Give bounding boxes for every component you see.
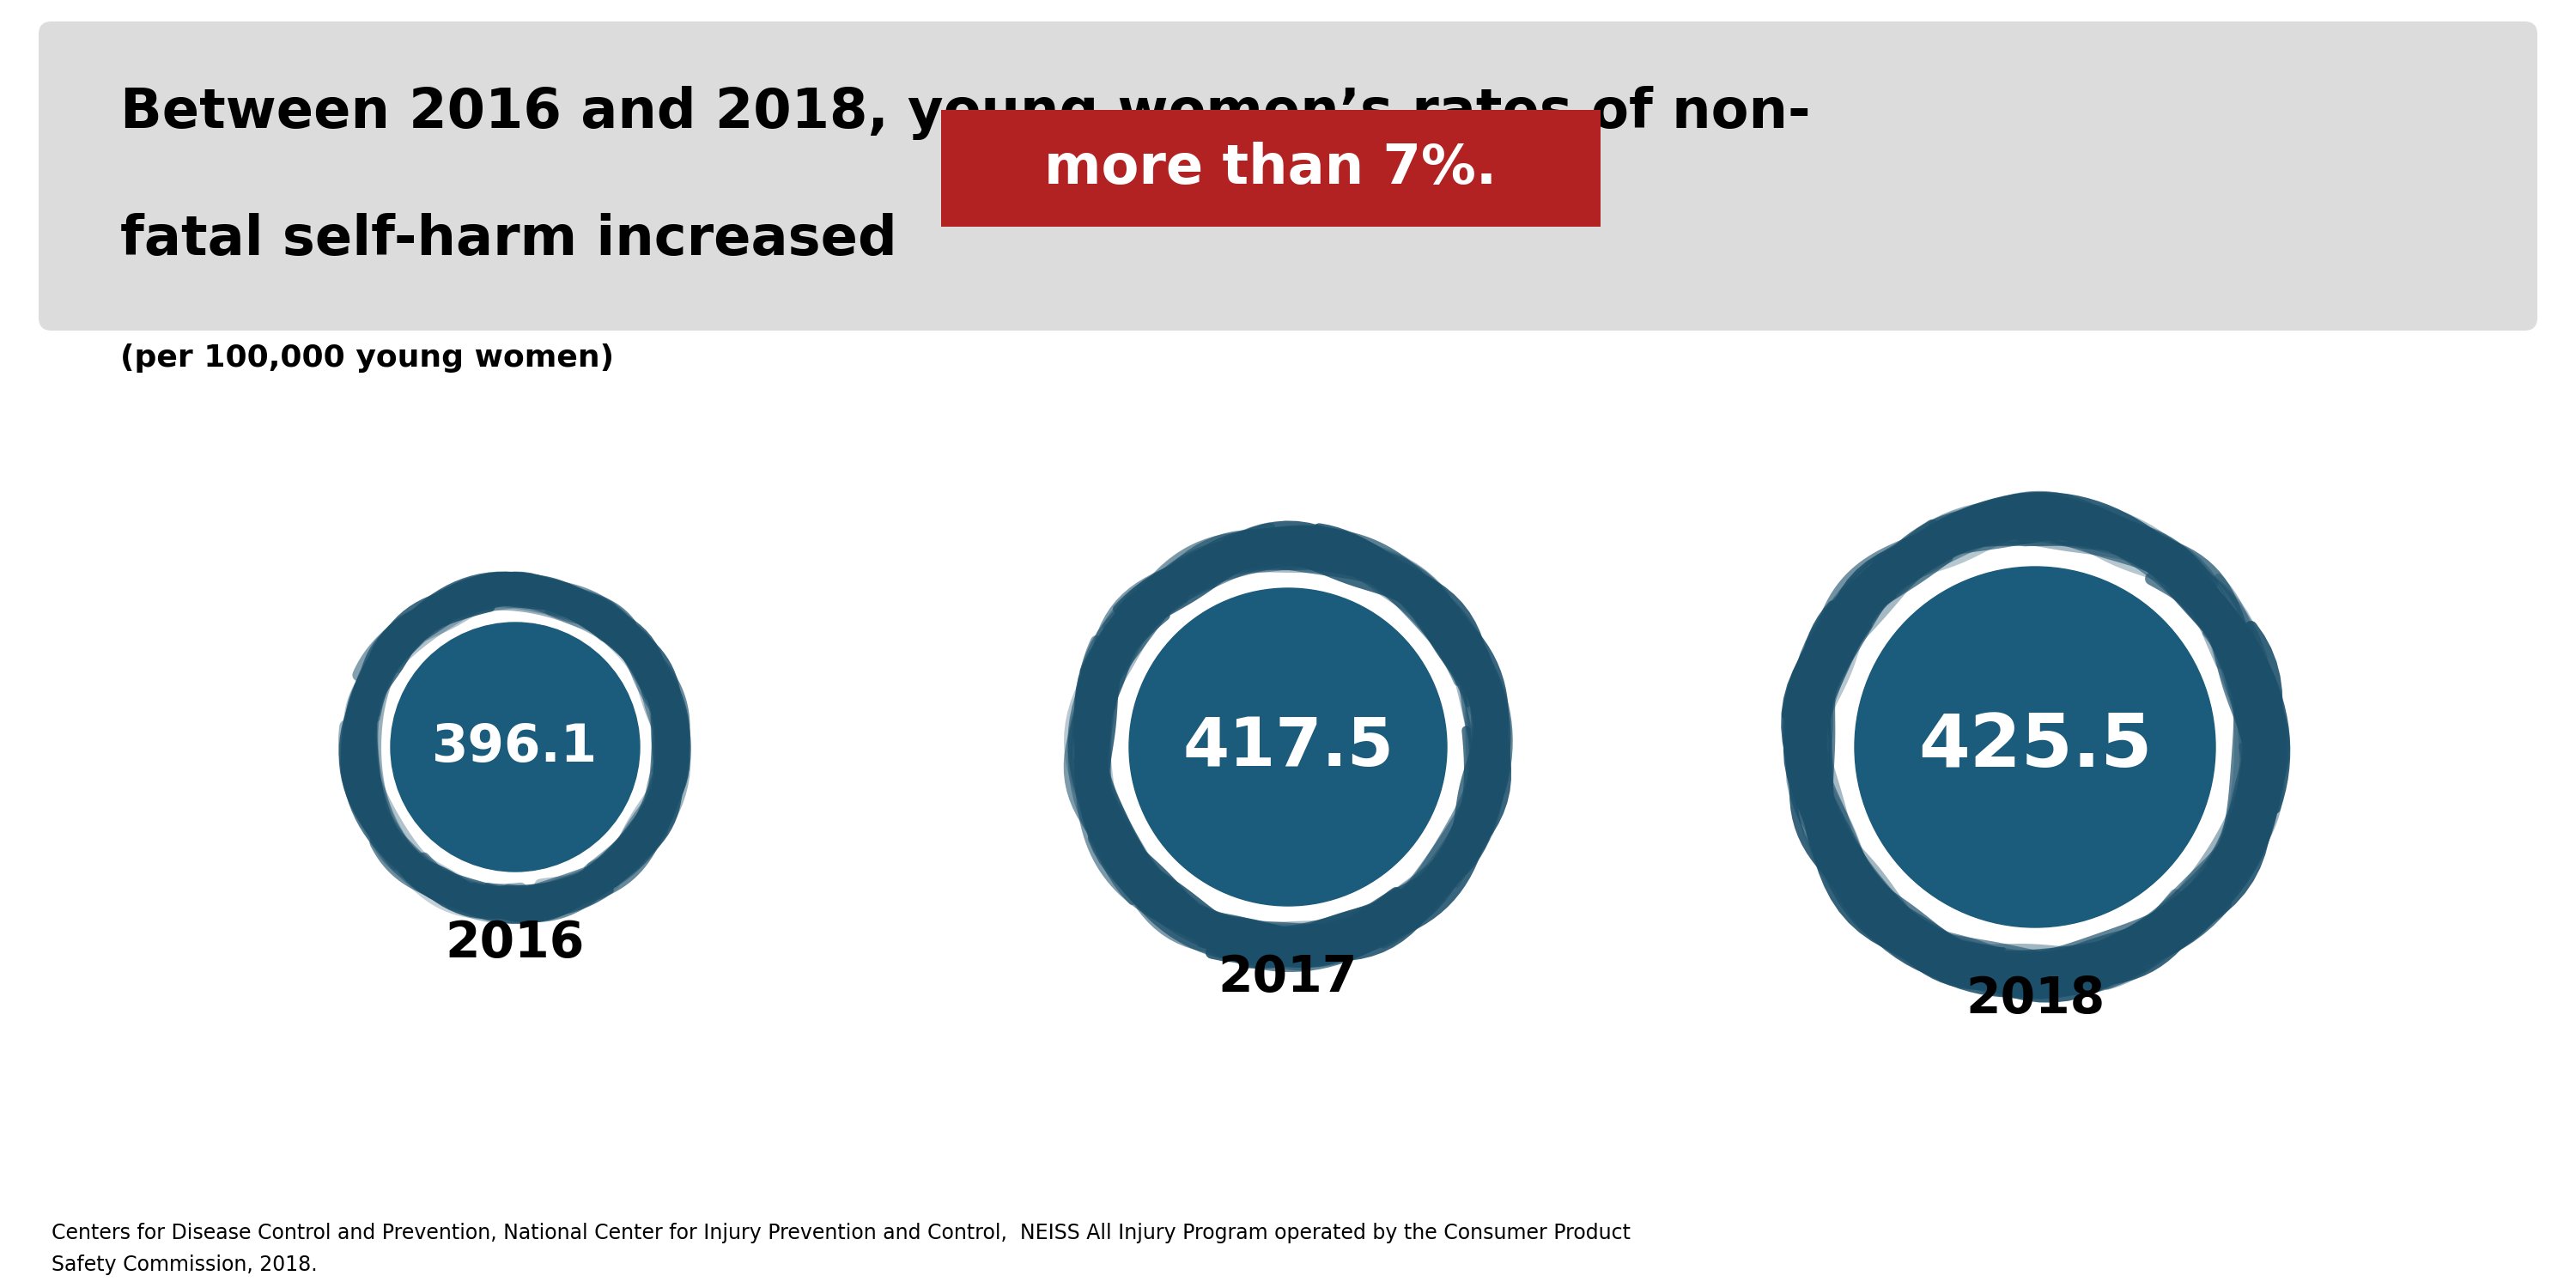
Text: 425.5: 425.5 xyxy=(1919,711,2151,783)
Text: more than 7%.: more than 7%. xyxy=(1043,142,1497,194)
Text: 2016: 2016 xyxy=(446,918,585,967)
Circle shape xyxy=(1855,567,2215,927)
Circle shape xyxy=(392,622,639,872)
Text: Between 2016 and 2018, young women’s rates of non-: Between 2016 and 2018, young women’s rat… xyxy=(121,86,1811,140)
FancyBboxPatch shape xyxy=(39,22,2537,331)
FancyBboxPatch shape xyxy=(940,109,1600,227)
Text: (per 100,000 young women): (per 100,000 young women) xyxy=(121,344,613,372)
Circle shape xyxy=(1128,589,1448,905)
Text: fatal self-harm increased: fatal self-harm increased xyxy=(121,213,917,267)
Text: Centers for Disease Control and Prevention, National Center for Injury Preventio: Centers for Disease Control and Preventi… xyxy=(52,1222,1631,1275)
Text: 2018: 2018 xyxy=(1965,975,2105,1024)
Text: 2017: 2017 xyxy=(1218,953,1358,1002)
Text: 417.5: 417.5 xyxy=(1182,715,1394,779)
Text: 396.1: 396.1 xyxy=(433,721,598,773)
